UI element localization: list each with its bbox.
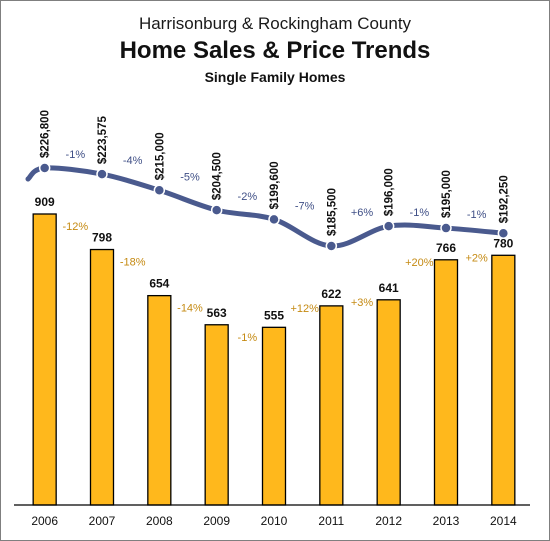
sales-bar <box>376 299 401 506</box>
price-point <box>497 227 510 240</box>
sales-bar <box>147 294 172 506</box>
sales-value-label: 798 <box>92 231 112 245</box>
sales-value-label: 563 <box>207 306 227 320</box>
sales-change-label: +20% <box>405 257 434 269</box>
price-value-label: $185,500 <box>326 188 338 236</box>
chart-subtitle-type: Single Family Homes <box>204 69 346 85</box>
price-value-label: $215,000 <box>154 132 166 180</box>
price-value-label: $195,000 <box>441 170 453 218</box>
sales-value-label: 641 <box>379 281 399 295</box>
price-point <box>325 240 338 252</box>
x-tick-label: 2011 <box>318 514 344 528</box>
price-change-label: -1% <box>66 149 86 161</box>
x-tick-label: 2012 <box>375 514 402 528</box>
price-change-label: -1% <box>410 207 430 219</box>
price-line <box>25 165 506 249</box>
sales-bar <box>204 324 229 506</box>
sales-change-label: +2% <box>466 252 489 264</box>
sales-bar <box>319 305 344 506</box>
sales-change-label: -1% <box>238 332 258 344</box>
sales-bar <box>491 254 516 506</box>
price-change-label: +6% <box>351 207 374 219</box>
sales-change-label: +12% <box>290 303 319 315</box>
sales-bar <box>433 259 459 506</box>
sales-value-label: 766 <box>436 241 456 255</box>
price-value-label: $226,800 <box>40 110 52 158</box>
sales-value-label: 909 <box>35 195 55 209</box>
x-tick-label: 2007 <box>89 514 116 528</box>
sales-bar <box>261 326 287 506</box>
price-point <box>210 204 223 216</box>
price-change-label: -4% <box>123 155 143 167</box>
sales-value-label: 555 <box>264 308 284 322</box>
sales-change-label: -12% <box>62 221 88 233</box>
x-tick-label: 2014 <box>490 514 517 528</box>
price-change-label: -7% <box>295 200 315 212</box>
x-tick-label: 2010 <box>261 514 288 528</box>
price-point <box>96 168 108 180</box>
sales-change-label: -18% <box>120 257 146 269</box>
price-change-label: -5% <box>180 171 200 183</box>
price-value-label: $196,000 <box>384 168 396 216</box>
price-change-label: -1% <box>467 209 487 221</box>
chart-title: Home Sales & Price Trends <box>119 37 431 64</box>
price-value-label: $192,250 <box>498 175 510 223</box>
sales-value-label: 622 <box>321 287 341 301</box>
sales-change-label: +3% <box>351 297 374 309</box>
sales-bar <box>89 248 115 506</box>
chart-subtitle-region: Harrisonburg & Rockingham County <box>138 14 412 33</box>
price-value-label: $199,600 <box>269 161 281 209</box>
price-point <box>38 162 51 174</box>
price-point <box>153 184 166 197</box>
price-point <box>440 222 452 234</box>
price-point <box>382 220 395 232</box>
x-tick-label: 2009 <box>203 514 230 528</box>
sales-bar <box>32 213 57 506</box>
price-change-label: -2% <box>238 191 258 203</box>
sales-value-label: 654 <box>149 277 169 291</box>
price-point <box>268 213 280 226</box>
x-tick-label: 2008 <box>146 514 173 528</box>
price-value-label: $223,575 <box>97 116 109 165</box>
x-tick-label: 2006 <box>31 514 58 528</box>
x-tick-label: 2013 <box>433 514 460 528</box>
sales-value-label: 780 <box>493 236 513 250</box>
price-value-label: $204,500 <box>212 152 224 200</box>
sales-change-label: -14% <box>177 303 203 315</box>
